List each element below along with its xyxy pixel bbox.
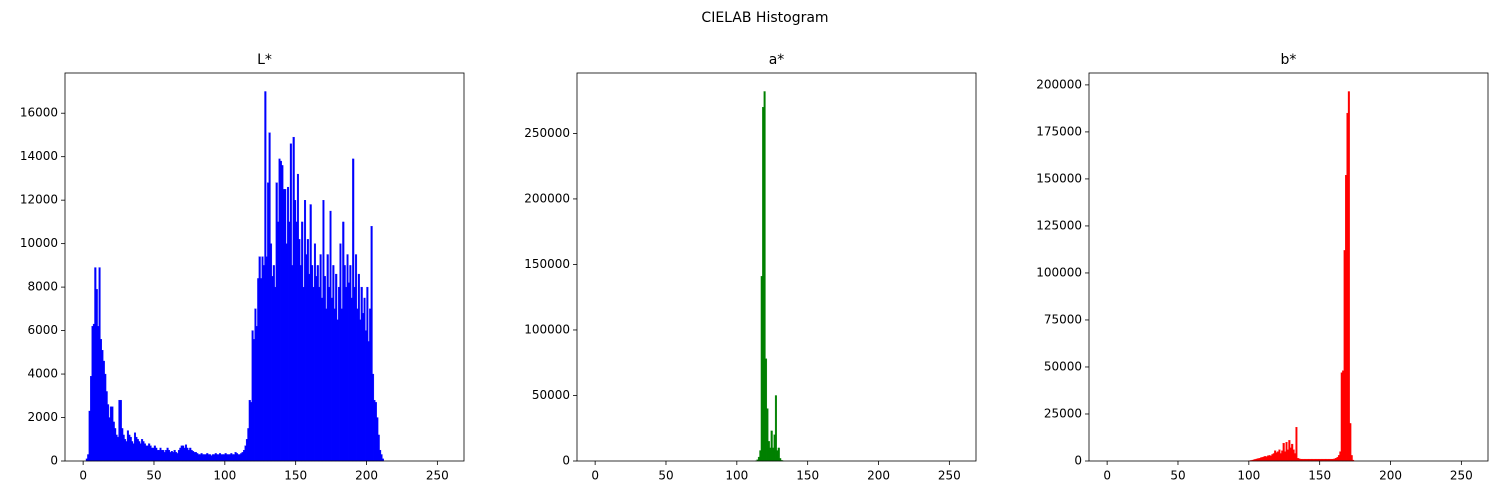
- x-tick-label: 250: [426, 469, 449, 483]
- x-tick-label: 150: [1308, 469, 1331, 483]
- y-tick-label: 10000: [20, 236, 58, 250]
- y-tick-label: 200000: [1036, 77, 1082, 91]
- axes-frame: [576, 72, 977, 462]
- y-tick-label: 175000: [1036, 124, 1082, 138]
- y-tick-label: 8000: [27, 280, 58, 294]
- x-tick-label: 250: [938, 469, 961, 483]
- y-tick-label: 14000: [20, 149, 58, 163]
- y-tick-label: 50000: [532, 388, 570, 402]
- axes-frame: [1088, 72, 1489, 462]
- y-tick-label: 0: [562, 454, 570, 468]
- x-tick-label: 0: [1103, 469, 1111, 483]
- x-tick-label: 200: [867, 469, 890, 483]
- y-tick-label: 0: [50, 454, 58, 468]
- y-tick-label: 150000: [1036, 171, 1082, 185]
- bars: [1248, 91, 1355, 462]
- y-tick-label: 6000: [27, 323, 58, 337]
- y-tick-label: 250000: [524, 126, 570, 140]
- x-tick-label: 100: [1237, 469, 1260, 483]
- y-tick-label: 50000: [1044, 359, 1082, 373]
- y-tick-label: 2000: [27, 410, 58, 424]
- x-tick-label: 250: [1450, 469, 1473, 483]
- y-tick-label: 125000: [1036, 218, 1082, 232]
- y-tick-label: 100000: [1036, 265, 1082, 279]
- x-tick-label: 200: [1379, 469, 1402, 483]
- axes-title: a*: [769, 52, 785, 68]
- x-tick-label: 150: [284, 469, 307, 483]
- y-tick-label: 25000: [1044, 406, 1082, 420]
- x-tick-label: 200: [355, 469, 378, 483]
- axes-title: b*: [1281, 52, 1297, 68]
- y-tick-label: 150000: [524, 257, 570, 271]
- axes-title: L*: [257, 52, 272, 68]
- x-tick-label: 0: [79, 469, 87, 483]
- x-tick-label: 50: [658, 469, 673, 483]
- bar: [1295, 427, 1298, 462]
- x-tick-label: 50: [1170, 469, 1185, 483]
- y-tick-label: 12000: [20, 193, 58, 207]
- x-tick-label: 0: [591, 469, 599, 483]
- y-tick-label: 16000: [20, 106, 58, 120]
- bar: [1347, 91, 1350, 462]
- x-tick-label: 50: [146, 469, 161, 483]
- y-tick-label: 75000: [1044, 312, 1082, 326]
- bars: [755, 91, 785, 462]
- y-tick-label: 100000: [524, 322, 570, 336]
- y-tick-label: 0: [1074, 454, 1082, 468]
- x-tick-label: 150: [796, 469, 819, 483]
- figure-title: CIELAB Histogram: [701, 10, 828, 26]
- x-tick-label: 100: [725, 469, 748, 483]
- axes-frame: [64, 72, 465, 462]
- x-tick-label: 100: [213, 469, 236, 483]
- y-tick-label: 200000: [524, 191, 570, 205]
- y-tick-label: 4000: [27, 367, 58, 381]
